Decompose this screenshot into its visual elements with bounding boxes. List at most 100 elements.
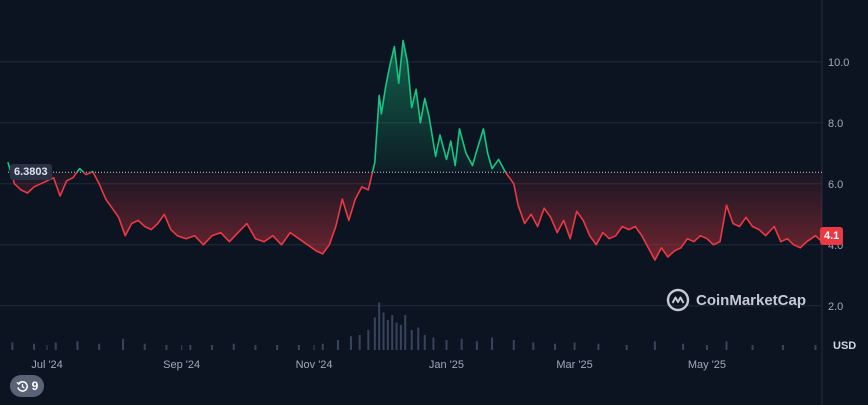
coinmarketcap-watermark: CoinMarketCap [666,288,806,312]
price-point [367,189,369,191]
price-point [719,241,721,243]
volume-bar [404,315,407,350]
price-point [530,213,532,215]
volume-bar [491,337,494,350]
price-point [428,116,430,118]
price-point [634,225,636,228]
price-point [476,149,478,151]
price-point [246,222,248,225]
price-point [211,235,213,237]
price-point [406,61,409,63]
price-point [667,256,669,258]
y-tick-label: 2.0 [828,301,843,313]
price-point [92,171,94,173]
volume-bar [725,341,728,350]
price-point [254,238,257,240]
price-point [458,128,461,130]
price-point [415,88,417,90]
volume-bar [33,343,36,350]
price-point [758,228,760,231]
price-point [33,186,35,188]
volume-bar [512,340,515,350]
price-point [491,167,493,170]
price-point [621,225,623,228]
price-point [751,225,754,228]
price-point [537,225,539,228]
volume-bar [165,345,168,350]
price-point [111,207,113,209]
price-point [615,235,617,237]
price-point [563,219,565,222]
price-point [118,216,120,218]
volume-bar [382,312,385,350]
price-point [732,222,734,225]
history-button[interactable]: 9 [10,375,44,397]
volume-bar [423,335,426,350]
price-point [263,241,265,243]
volume-bar [297,345,300,350]
price-point [454,164,456,167]
price-point [228,241,231,243]
price-point [272,235,274,237]
volume-bar [597,343,600,350]
price-point [157,222,159,225]
price-point [39,183,42,185]
price-point [66,180,68,182]
price-point [445,158,448,161]
area-below-reference [10,172,822,260]
price-point [348,219,350,222]
volume-bar [122,338,125,350]
price-point [582,219,584,222]
volume-bar [625,345,628,350]
volume-bar [321,343,324,350]
price-point [335,225,337,228]
price-point [237,232,239,234]
volume-bar [399,325,402,350]
price-point [280,244,283,246]
price-point [524,222,526,225]
y-tick-label: 6.0 [828,179,843,191]
price-point [85,174,87,176]
price-point [13,183,16,185]
price-point [124,235,126,237]
volume-bar [232,343,235,350]
price-point [202,244,204,246]
price-point [98,183,100,185]
price-point [738,225,741,228]
price-point [298,238,300,240]
price-point [144,225,146,228]
price-point [764,235,767,237]
price-point [131,222,133,225]
price-point [194,235,196,237]
x-tick-label: Mar '25 [556,359,592,371]
price-point [7,161,9,164]
price-point [52,177,55,179]
x-tick-label: Nov '24 [296,359,333,371]
volume-bar [682,343,685,350]
price-point [773,225,775,228]
volume-bar [653,341,656,350]
price-point [315,250,317,252]
volume-bar [336,340,339,350]
price-point [424,97,426,100]
price-point [374,161,376,164]
brand-name: CoinMarketCap [696,291,807,309]
volume-bar [76,341,79,350]
current-price-label: 4.1 [820,227,844,245]
price-point [105,198,107,200]
price-point [517,204,519,206]
reference-price-label: 6.3803 [10,164,52,180]
x-tick-label: Jul '24 [31,359,62,371]
volume-bar [781,345,784,350]
price-point [786,238,788,240]
price-point [137,219,139,222]
price-point [595,244,597,246]
price-point [378,94,380,96]
price-line [7,39,823,261]
price-point [745,216,747,218]
volume-bar [373,317,376,350]
volume-bar [189,345,192,350]
x-tick-label: Sep '24 [163,359,200,371]
volume-bar [276,345,279,350]
